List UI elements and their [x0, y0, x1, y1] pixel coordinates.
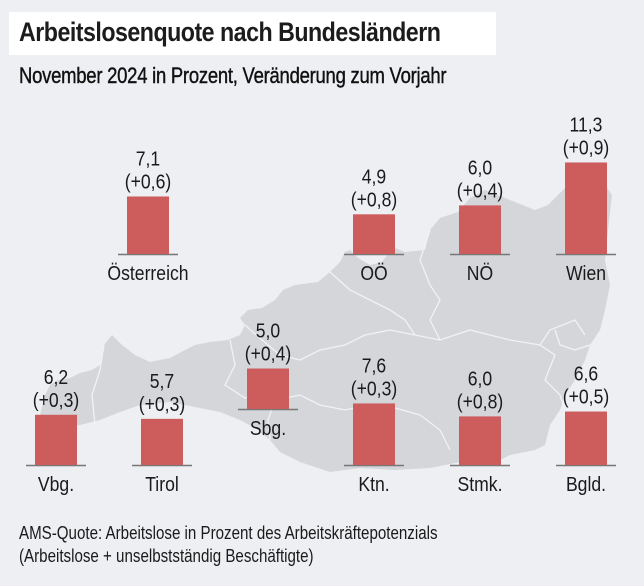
- change-label-stmk: (+0,8): [457, 390, 503, 412]
- bar-tirol: [141, 418, 183, 465]
- category-label-bgld: Bgld.: [566, 473, 606, 495]
- change-label-vbg: (+0,3): [33, 389, 79, 411]
- bar-ktn: [353, 403, 395, 465]
- category-label-wien: Wien: [566, 262, 606, 284]
- bar-bgld: [565, 411, 607, 465]
- category-label-sbg: Sbg.: [250, 417, 286, 439]
- value-label-tirol: 5,7: [150, 370, 174, 392]
- value-label-noe: 6,0: [468, 156, 492, 178]
- footnote-line-2: (Arbeitslose + unselbstständig Beschäfti…: [19, 546, 314, 566]
- change-label-oesterreich: (+0,6): [125, 170, 171, 192]
- value-label-sbg: 5,0: [256, 319, 280, 341]
- bar-vbg: [35, 414, 77, 465]
- change-label-noe: (+0,4): [457, 179, 503, 201]
- value-label-ooe: 4,9: [362, 165, 386, 187]
- change-label-sbg: (+0,4): [245, 342, 291, 364]
- chart-title: Arbeitslosenquote nach Bundesländern: [19, 17, 441, 47]
- bar-stmk: [459, 416, 501, 465]
- category-label-ktn: Ktn.: [358, 473, 389, 495]
- value-label-bgld: 6,6: [574, 362, 598, 384]
- category-label-tirol: Tirol: [145, 473, 179, 495]
- category-label-ooe: OÖ: [360, 262, 387, 284]
- map-outline: [40, 175, 612, 472]
- title-background: [9, 12, 496, 55]
- bar-ooe: [353, 214, 395, 254]
- austria-map: [40, 175, 612, 472]
- category-label-oesterreich: Österreich: [107, 262, 188, 284]
- change-label-bgld: (+0,5): [563, 385, 609, 407]
- value-label-vbg: 6,2: [44, 366, 68, 388]
- change-label-tirol: (+0,3): [139, 393, 185, 415]
- bar-wien: [565, 162, 607, 254]
- value-label-ktn: 7,6: [362, 354, 386, 376]
- value-label-stmk: 6,0: [468, 367, 492, 389]
- category-label-noe: NÖ: [467, 262, 493, 284]
- category-label-stmk: Stmk.: [458, 473, 503, 495]
- category-label-vbg: Vbg.: [38, 473, 74, 495]
- footnote-line-1: AMS-Quote: Arbeitslose in Prozent des Ar…: [19, 523, 438, 543]
- value-label-oesterreich: 7,1: [136, 147, 160, 169]
- chart-subtitle: November 2024 in Prozent, Veränderung zu…: [19, 63, 447, 88]
- bar-sbg: [247, 368, 289, 409]
- state-borders: [91, 229, 591, 451]
- bar-layer: (+0,6)7,1Österreich(+0,8)4,9OÖ(+0,4)6,0N…: [26, 113, 616, 495]
- bar-oesterreich: [127, 196, 169, 254]
- value-label-wien: 11,3: [570, 113, 603, 135]
- bar-noe: [459, 205, 501, 254]
- change-label-wien: (+0,9): [563, 136, 609, 158]
- change-label-ktn: (+0,3): [351, 377, 397, 399]
- change-label-ooe: (+0,8): [351, 188, 397, 210]
